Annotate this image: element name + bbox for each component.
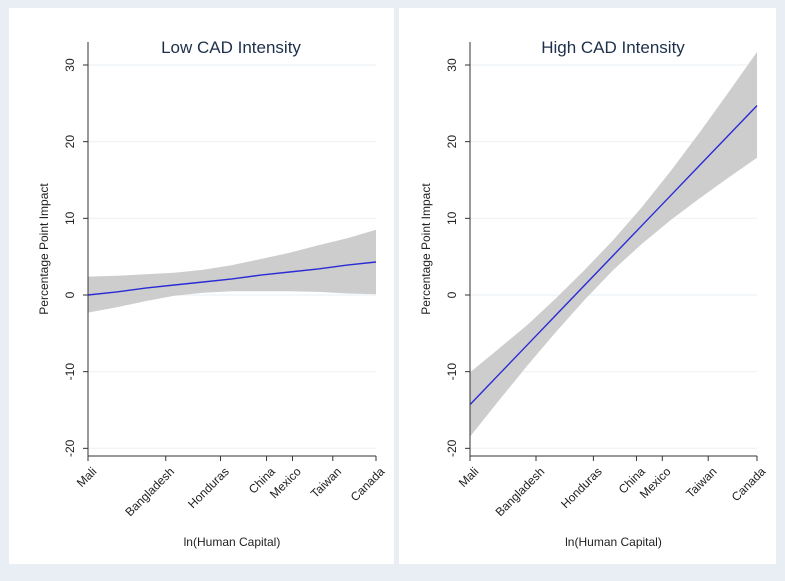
y-tick-label: 20 — [445, 135, 459, 149]
y-tick-label: -10 — [445, 363, 459, 381]
y-tick-label: 10 — [445, 211, 459, 225]
y-tick-label: 10 — [63, 211, 77, 225]
series-line-1 — [469, 105, 758, 406]
y-tick-label: 0 — [445, 291, 459, 298]
series-line-1 — [87, 261, 377, 296]
chart-title: High CAD Intensity — [541, 38, 685, 57]
y-tick-label: 30 — [445, 58, 459, 72]
confidence-band — [470, 52, 757, 437]
y-tick-label: 20 — [63, 135, 77, 149]
y-tick-label: 0 — [63, 291, 77, 298]
y-tick-label: -20 — [445, 439, 459, 457]
confidence-band — [88, 229, 376, 313]
y-tick-label: -20 — [63, 439, 77, 457]
y-axis-label: Percentage Point Impact — [419, 183, 433, 315]
y-axis-label: Percentage Point Impact — [37, 183, 51, 315]
x-axis-label: ln(Human Capital) — [565, 535, 662, 549]
x-axis-label: ln(Human Capital) — [184, 535, 281, 549]
y-tick-label: -10 — [63, 363, 77, 381]
chart-title: Low CAD Intensity — [161, 38, 301, 57]
y-tick-label: 30 — [63, 58, 77, 72]
